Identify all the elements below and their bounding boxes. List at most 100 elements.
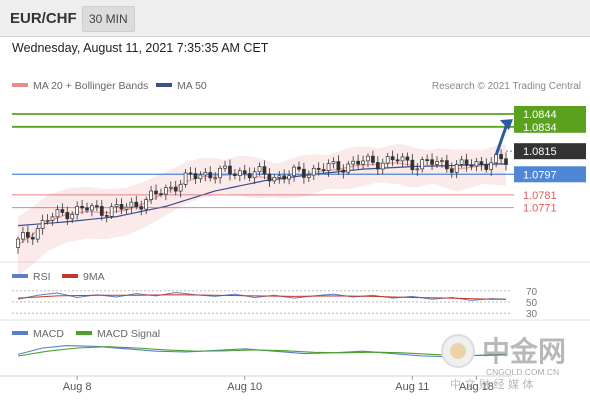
- top-toolbar: EUR/CHF 30 MIN: [0, 0, 590, 37]
- chart-datetime: Wednesday, August 11, 2021 7:35:35 AM CE…: [12, 41, 269, 55]
- rsi-tick-label: 50: [526, 298, 538, 309]
- candle-body: [385, 156, 390, 164]
- watermark-logo: 中金网 CNGOLD.COM.CN 中 文 财 经 媒 体: [441, 334, 566, 391]
- candle-body: [228, 165, 232, 175]
- resistance-label: 1.0781: [523, 190, 557, 202]
- candle-body: [188, 172, 193, 175]
- candle-body: [75, 205, 80, 215]
- candle-body: [316, 167, 321, 170]
- legend-swatch: [76, 331, 92, 335]
- candle-body: [129, 201, 134, 208]
- candle-body: [213, 177, 218, 180]
- candle-body: [494, 154, 498, 164]
- candle-body: [95, 205, 99, 208]
- candle-body: [154, 190, 158, 195]
- candle-body: [35, 228, 40, 240]
- candle-body: [168, 186, 173, 189]
- candle-body: [282, 175, 287, 180]
- x-tick-label: Aug 8: [63, 381, 92, 393]
- candle-body: [90, 205, 94, 211]
- candle-body: [178, 184, 183, 192]
- legend-swatch: [12, 83, 28, 87]
- chart-credit: Research © 2021 Trading Central: [432, 81, 581, 92]
- candles: [16, 149, 508, 254]
- current-price-tag: [514, 143, 586, 160]
- candle-body: [484, 164, 489, 170]
- candle-body: [336, 161, 341, 171]
- candle-body: [104, 215, 109, 217]
- candle-body: [449, 168, 454, 173]
- candle-body: [60, 209, 65, 213]
- candle-body: [272, 177, 277, 182]
- candle-body: [489, 162, 494, 170]
- candle-body: [356, 160, 360, 165]
- candle-body: [464, 159, 469, 166]
- candle-body: [45, 219, 50, 222]
- legend-swatch: [156, 83, 172, 87]
- forecast-arrow: [494, 123, 509, 156]
- candle-body: [311, 167, 316, 176]
- candle-body: [252, 171, 257, 179]
- candle-body: [400, 156, 405, 162]
- legend-label: MACD: [33, 328, 64, 340]
- legend-label: MA 50: [177, 80, 207, 92]
- candle-body: [134, 201, 139, 207]
- interval-button[interactable]: 30 MIN: [82, 6, 135, 32]
- candle-body: [193, 173, 198, 180]
- candle-body: [16, 238, 20, 248]
- candle-body: [242, 170, 247, 174]
- legend-swatch: [12, 331, 28, 335]
- bollinger-band: [18, 143, 506, 276]
- current-price-label: 1.0815: [523, 146, 557, 158]
- macd-series-MACD-Signal: [17, 346, 507, 357]
- candle-body: [223, 165, 227, 169]
- candle-body: [109, 206, 114, 217]
- target-label: 1.0844: [523, 109, 557, 121]
- rsi-series-9MA: [17, 294, 506, 300]
- candle-body: [124, 206, 129, 210]
- candle-body: [144, 199, 149, 210]
- x-tick-label: Aug 10: [227, 381, 262, 393]
- candle-body: [415, 168, 420, 171]
- candle-body: [159, 193, 163, 196]
- candle-body: [326, 163, 331, 171]
- candle-body: [440, 160, 444, 162]
- candle-body: [70, 214, 75, 220]
- candle-body: [218, 167, 222, 179]
- candle-body: [65, 212, 70, 220]
- forecast-arrowhead: [499, 119, 513, 131]
- target-tag: [514, 105, 586, 133]
- legend-swatch: [12, 274, 28, 278]
- candle-body: [40, 220, 45, 229]
- candle-body: [119, 204, 124, 210]
- candle-body: [371, 155, 375, 163]
- candle-body: [331, 161, 336, 164]
- candle-body: [504, 158, 508, 165]
- rsi-tick-label: 70: [526, 287, 538, 298]
- candle-body: [297, 166, 301, 170]
- candle-body: [21, 232, 25, 240]
- candle-body: [80, 205, 84, 209]
- candle-body: [459, 159, 464, 165]
- candle-body: [375, 162, 380, 170]
- main-legend: MA 20 + Bollinger Bands MA 50: [12, 80, 207, 92]
- candle-body: [237, 170, 242, 176]
- candle-body: [198, 174, 203, 180]
- candle-body: [208, 172, 213, 179]
- candle-body: [395, 159, 400, 162]
- watermark-tagline: 中 文 财 经 媒 体: [450, 377, 533, 391]
- candle-body: [173, 186, 178, 192]
- watermark-name: 中金网: [482, 335, 566, 368]
- candle-body: [233, 173, 237, 176]
- legend-label: MACD Signal: [97, 328, 160, 340]
- candle-body: [435, 160, 439, 165]
- support-tag: [514, 166, 586, 183]
- candle-body: [390, 156, 395, 161]
- candle-body: [499, 154, 503, 160]
- candle-body: [346, 163, 351, 173]
- legend-label: RSI: [33, 271, 51, 283]
- candle-body: [454, 164, 459, 173]
- candle-body: [55, 209, 60, 218]
- candle-body: [430, 159, 434, 165]
